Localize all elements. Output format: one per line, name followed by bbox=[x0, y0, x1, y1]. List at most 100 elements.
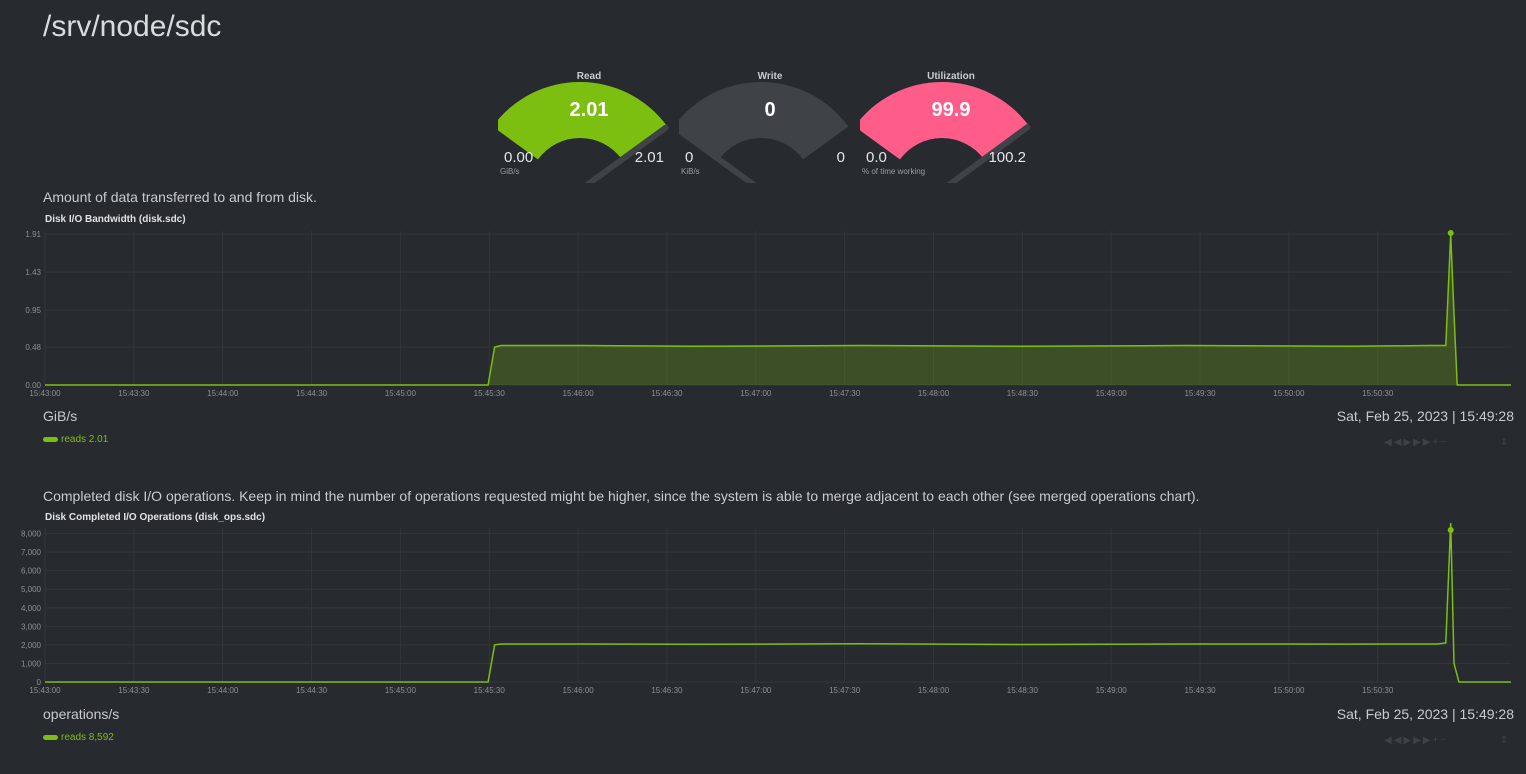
utilization-gauge-min: 0.0 bbox=[866, 149, 887, 166]
y-tick-label: 5,000 bbox=[21, 585, 42, 594]
zoom-in-icon[interactable]: + bbox=[1432, 437, 1441, 448]
utilization-gauge-unit: % of time working bbox=[862, 167, 926, 176]
resize-handle-icon[interactable]: ⇕ bbox=[1500, 437, 1509, 448]
x-tick-label: 15:43:30 bbox=[118, 686, 150, 695]
legend-swatch bbox=[43, 436, 58, 442]
zoom-out-icon[interactable]: − bbox=[1440, 735, 1449, 746]
y-tick-label: 3,000 bbox=[21, 622, 42, 631]
read-gauge-max: 2.01 bbox=[634, 149, 664, 166]
x-tick-label: 15:45:00 bbox=[385, 686, 417, 695]
legend-item-reads[interactable]: reads 8,592 bbox=[43, 732, 114, 743]
legend-value: 2.01 bbox=[88, 434, 109, 445]
x-tick-label: 15:49:30 bbox=[1184, 686, 1216, 695]
y-tick-label: 8,000 bbox=[21, 530, 42, 539]
write-gauge-arc bbox=[679, 81, 849, 183]
y-tick-label: 2,000 bbox=[21, 641, 42, 650]
y-tick-label: 4,000 bbox=[21, 604, 42, 613]
read-gauge-title: Read bbox=[576, 71, 602, 82]
read-gauge-unit: GiB/s bbox=[500, 167, 520, 176]
write-gauge-value: 0 bbox=[764, 99, 776, 121]
x-tick-label: 15:50:30 bbox=[1362, 389, 1394, 398]
x-tick-label: 15:50:00 bbox=[1273, 686, 1305, 695]
series-line-reads bbox=[45, 523, 1511, 683]
x-tick-label: 15:44:30 bbox=[296, 389, 328, 398]
read-gauge-arc bbox=[498, 81, 669, 183]
write-gauge-title: Write bbox=[757, 71, 783, 82]
gauge-needle bbox=[946, 124, 1031, 183]
x-tick-label: 15:47:00 bbox=[740, 686, 772, 695]
x-tick-label: 15:44:30 bbox=[296, 686, 328, 695]
x-tick-label: 15:46:30 bbox=[651, 389, 683, 398]
x-tick-label: 15:48:30 bbox=[1007, 389, 1039, 398]
gauge-fill bbox=[498, 81, 668, 160]
x-tick-label: 15:48:30 bbox=[1007, 686, 1039, 695]
x-tick-label: 15:50:30 bbox=[1362, 686, 1394, 695]
play-icon[interactable]: ▶ bbox=[1403, 437, 1414, 448]
utilization-gauge: Utilization 99.9 0.0 100.2 % of time wor… bbox=[860, 68, 1050, 183]
y-tick-label: 0.95 bbox=[25, 306, 41, 315]
utilization-gauge-max: 100.2 bbox=[988, 149, 1026, 166]
x-tick-label: 15:46:30 bbox=[651, 686, 683, 695]
chart-description: Completed disk I/O operations. Keep in m… bbox=[43, 488, 1200, 504]
x-tick-label: 15:49:00 bbox=[1096, 686, 1128, 695]
y-tick-label: 0.48 bbox=[25, 343, 41, 352]
x-tick-label: 15:45:00 bbox=[385, 389, 417, 398]
chart-controls: ◀◀▶▶▶+− bbox=[1384, 437, 1448, 448]
x-tick-label: 15:50:00 bbox=[1273, 389, 1305, 398]
x-tick-label: 15:43:00 bbox=[29, 686, 61, 695]
x-tick-label: 15:46:00 bbox=[563, 686, 595, 695]
x-tick-label: 15:43:30 bbox=[118, 389, 150, 398]
chart-units: operations/s bbox=[43, 706, 120, 722]
utilization-gauge-value: 99.9 bbox=[931, 99, 971, 121]
chart-date: Sat, Feb 25, 2023 | 15:49:28 bbox=[1336, 706, 1514, 722]
y-tick-label: 7,000 bbox=[21, 548, 42, 557]
y-tick-label: 1.91 bbox=[25, 230, 41, 239]
peak-marker bbox=[1447, 527, 1454, 533]
x-tick-label: 15:46:00 bbox=[563, 389, 595, 398]
y-tick-label: 6,000 bbox=[21, 567, 42, 576]
rewind-icon[interactable]: ◀◀ bbox=[1384, 735, 1404, 746]
write-gauge-unit: KiB/s bbox=[681, 167, 700, 176]
zoom-out-icon[interactable]: − bbox=[1440, 437, 1449, 448]
operations-chart[interactable]: 0 1,000 2,000 3,000 4,000 5,000 6,000 7,000 8,00… bbox=[0, 523, 1526, 703]
page-title: /srv/node/sdc bbox=[43, 10, 222, 43]
x-tick-label: 15:45:30 bbox=[474, 686, 506, 695]
chart-units: GiB/s bbox=[43, 408, 78, 424]
x-tick-label: 15:45:30 bbox=[474, 389, 506, 398]
y-tick-label: 0 bbox=[37, 678, 42, 687]
legend-item-reads[interactable]: reads 2.01 bbox=[43, 434, 108, 445]
y-tick-label: 0.00 bbox=[25, 381, 41, 390]
write-gauge-min: 0 bbox=[685, 149, 694, 166]
read-gauge-min: 0.00 bbox=[504, 149, 534, 166]
chart-description: Amount of data transferred to and from d… bbox=[43, 189, 317, 205]
bandwidth-chart[interactable]: 0.00 0.48 0.95 1.43 1.91 15:43:00 15:43:30 15:4… bbox=[0, 226, 1526, 406]
legend-swatch bbox=[43, 734, 58, 740]
x-tick-label: 15:49:30 bbox=[1184, 389, 1216, 398]
read-gauge: Read 2.01 0.00 2.01 GiB/s bbox=[498, 68, 688, 183]
legend-label: reads bbox=[61, 434, 87, 445]
peak-marker bbox=[1447, 230, 1454, 236]
y-tick-label: 1.43 bbox=[25, 268, 41, 277]
gauge-needle bbox=[679, 126, 757, 183]
gauge-fill bbox=[860, 82, 1030, 160]
chart-title: Disk Completed I/O Operations (disk_ops.… bbox=[45, 512, 266, 523]
series-line-reads bbox=[45, 234, 1511, 386]
zoom-in-icon[interactable]: + bbox=[1432, 735, 1441, 746]
resize-handle-icon[interactable]: ⇕ bbox=[1500, 735, 1509, 746]
legend-label: reads bbox=[61, 732, 87, 743]
y-tick-label: 1,000 bbox=[21, 659, 42, 668]
gauge-track bbox=[679, 81, 849, 160]
write-gauge-max: 0 bbox=[836, 149, 845, 166]
x-tick-label: 15:43:00 bbox=[29, 389, 61, 398]
x-tick-label: 15:48:00 bbox=[918, 389, 950, 398]
x-tick-label: 15:48:00 bbox=[918, 686, 950, 695]
forward-icon[interactable]: ▶▶ bbox=[1413, 437, 1433, 448]
x-tick-label: 15:44:00 bbox=[207, 389, 239, 398]
rewind-icon[interactable]: ◀◀ bbox=[1384, 437, 1404, 448]
legend-value: 8,592 bbox=[88, 732, 114, 743]
play-icon[interactable]: ▶ bbox=[1403, 735, 1414, 746]
read-gauge-value: 2.01 bbox=[569, 99, 609, 121]
series-area-reads bbox=[45, 234, 1511, 385]
forward-icon[interactable]: ▶▶ bbox=[1413, 735, 1433, 746]
chart-title: Disk I/O Bandwidth (disk.sdc) bbox=[45, 214, 186, 225]
